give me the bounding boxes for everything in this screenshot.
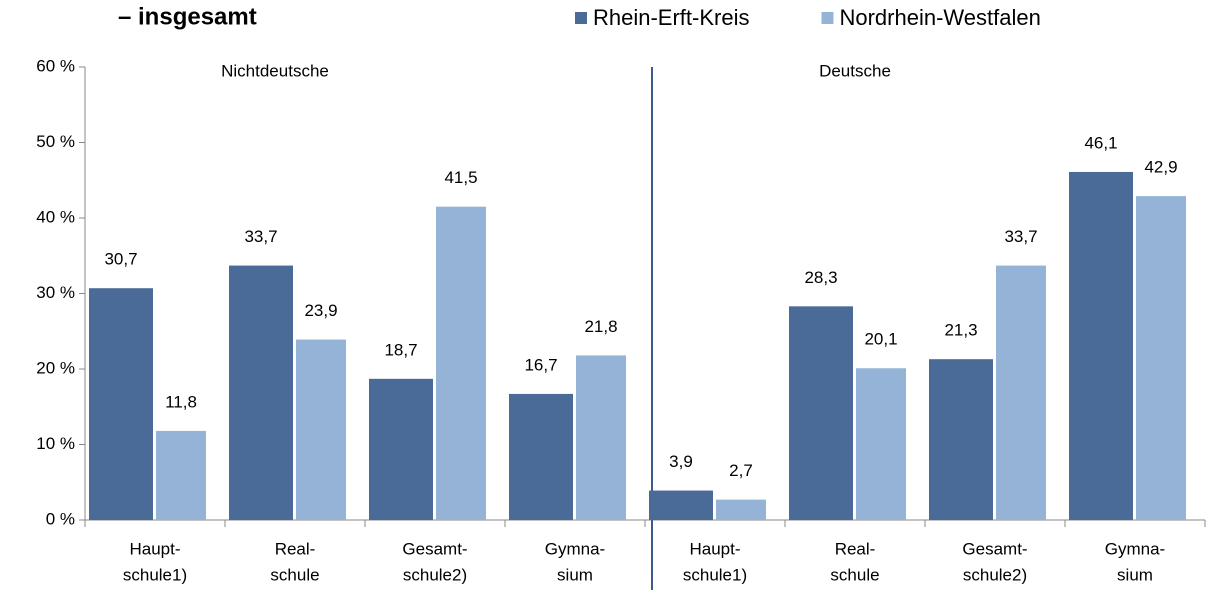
value-label: 23,9 <box>304 301 337 320</box>
y-tick-label: 10 % <box>36 434 75 453</box>
value-label: 30,7 <box>104 250 137 269</box>
x-tick-label: Haupt- <box>129 539 180 558</box>
value-label: 11,8 <box>165 392 197 411</box>
x-tick-label: schule <box>270 565 319 584</box>
x-tick-label: Haupt- <box>689 539 740 558</box>
x-tick-label: Gesamt- <box>962 539 1027 558</box>
legend-swatch <box>575 12 587 24</box>
value-label: 41,5 <box>444 168 477 187</box>
y-tick-label: 30 % <box>36 283 75 302</box>
x-tick-label: Gymna- <box>1105 539 1165 558</box>
bar <box>509 393 573 520</box>
legend-label: Rhein-Erft-Kreis <box>593 5 749 30</box>
x-tick-label: schule2) <box>403 565 467 584</box>
x-tick-label: schule <box>830 565 879 584</box>
x-tick-label: schule1) <box>683 565 747 584</box>
x-tick-label: schule1) <box>123 565 187 584</box>
x-tick-label: Gesamt- <box>402 539 467 558</box>
bar <box>856 368 906 520</box>
bar <box>296 339 346 520</box>
y-tick-label: 50 % <box>36 132 75 151</box>
value-label: 33,7 <box>1004 227 1037 246</box>
bar <box>156 430 206 520</box>
x-tick-label: Real- <box>275 539 316 558</box>
bar <box>996 265 1046 520</box>
group-label: Nichtdeutsche <box>221 61 329 80</box>
bar <box>576 355 626 520</box>
value-label: 28,3 <box>804 268 837 287</box>
value-label: 42,9 <box>1144 158 1177 177</box>
legend-swatch <box>821 12 834 24</box>
bar <box>436 206 486 521</box>
value-label: 3,9 <box>669 452 693 471</box>
y-tick-label: 60 % <box>36 56 75 75</box>
y-tick-label: 0 % <box>46 509 75 528</box>
value-label: 18,7 <box>384 340 417 359</box>
value-label: 21,3 <box>944 321 977 340</box>
value-label: 16,7 <box>524 355 557 374</box>
group-label: Deutsche <box>819 61 891 80</box>
bar <box>369 378 433 520</box>
value-label: 21,8 <box>584 317 617 336</box>
bar <box>716 499 766 520</box>
x-tick-label: sium <box>1117 565 1153 584</box>
legend-label: Nordrhein-Westfalen <box>839 5 1040 30</box>
y-tick-label: 40 % <box>36 207 75 226</box>
x-tick-label: Real- <box>835 539 876 558</box>
x-tick-label: schule2) <box>963 565 1027 584</box>
value-label: 33,7 <box>244 227 277 246</box>
bar <box>229 265 293 520</box>
bar <box>929 359 993 520</box>
y-tick-label: 20 % <box>36 358 75 377</box>
value-label: 20,1 <box>864 330 897 349</box>
chart-title: – insgesamt <box>118 3 257 30</box>
x-tick-label: sium <box>557 565 593 584</box>
bar <box>649 490 713 520</box>
bar <box>789 306 853 520</box>
value-label: 2,7 <box>729 461 753 480</box>
bar <box>1136 196 1186 521</box>
bar <box>89 288 153 520</box>
bar <box>1069 171 1133 520</box>
value-label: 46,1 <box>1084 133 1117 152</box>
x-tick-label: Gymna- <box>545 539 605 558</box>
